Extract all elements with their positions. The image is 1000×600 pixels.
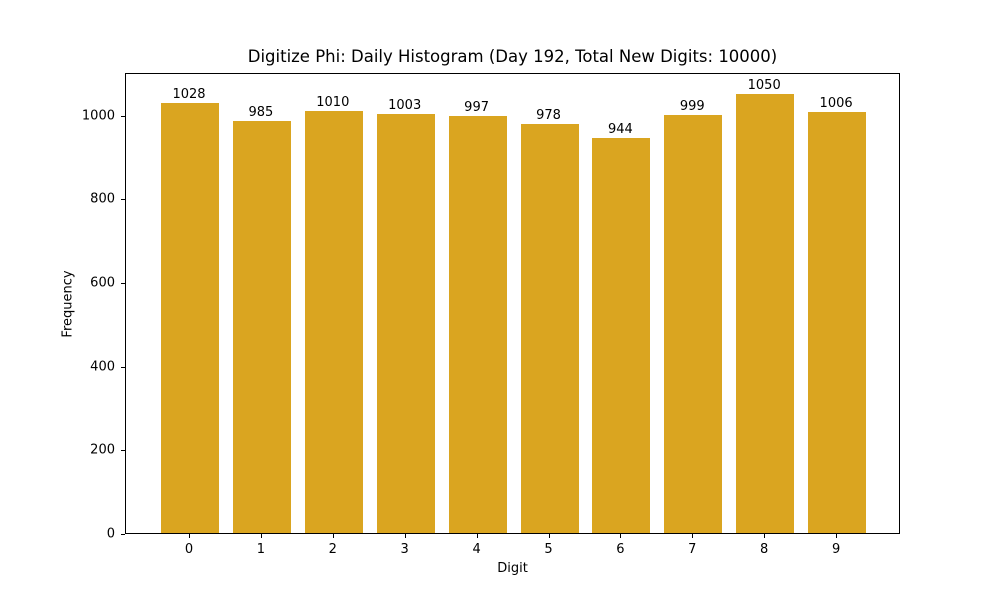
bar-digit-5 bbox=[520, 124, 579, 533]
plot-area bbox=[125, 73, 900, 534]
y-tick bbox=[121, 534, 125, 535]
x-tick-label: 5 bbox=[544, 542, 553, 557]
y-tick-label: 1000 bbox=[81, 108, 115, 124]
bar-value-label: 997 bbox=[464, 100, 489, 116]
x-tick bbox=[620, 534, 622, 538]
x-tick-label: 9 bbox=[831, 542, 841, 557]
x-tick-label: 4 bbox=[472, 542, 481, 557]
y-tick-label: 0 bbox=[106, 526, 115, 542]
y-tick bbox=[121, 283, 125, 285]
x-tick bbox=[692, 534, 694, 538]
bar-digit-1 bbox=[232, 121, 291, 533]
chart-title: Digitize Phi: Daily Histogram (Day 192, … bbox=[247, 47, 778, 66]
y-tick-label: 200 bbox=[90, 442, 115, 458]
bar-digit-3 bbox=[376, 113, 435, 533]
bar-digit-2 bbox=[304, 110, 363, 533]
bar-value-label: 1006 bbox=[819, 96, 853, 112]
x-tick-label: 3 bbox=[400, 542, 409, 557]
bar-digit-4 bbox=[448, 116, 507, 533]
y-tick bbox=[121, 199, 125, 201]
bar-value-label: 978 bbox=[536, 108, 561, 124]
bar-digit-9 bbox=[808, 112, 867, 533]
bar-value-label: 1028 bbox=[172, 87, 206, 103]
bar-value-label: 985 bbox=[248, 105, 274, 121]
x-tick bbox=[548, 534, 550, 538]
x-tick bbox=[332, 534, 334, 538]
bar-digit-0 bbox=[161, 103, 219, 533]
y-tick-label: 600 bbox=[90, 275, 115, 291]
y-tick-label: 800 bbox=[90, 191, 115, 207]
x-tick bbox=[260, 534, 262, 538]
y-tick bbox=[121, 115, 125, 117]
x-tick-label: 6 bbox=[616, 542, 625, 557]
bar-digit-8 bbox=[736, 93, 795, 533]
bar-value-label: 1003 bbox=[388, 97, 422, 113]
x-tick bbox=[189, 534, 190, 538]
x-tick-label: 8 bbox=[760, 542, 769, 557]
bar-value-label: 944 bbox=[607, 122, 633, 138]
y-tick-label: 400 bbox=[90, 359, 115, 375]
bar-value-label: 999 bbox=[679, 99, 705, 115]
bar-value-label: 1050 bbox=[747, 77, 781, 93]
x-axis-label: Digit bbox=[497, 561, 528, 576]
x-tick-label: 1 bbox=[256, 542, 266, 557]
x-tick bbox=[764, 534, 766, 538]
y-tick bbox=[121, 450, 125, 452]
x-tick bbox=[476, 534, 478, 538]
x-tick bbox=[404, 534, 406, 538]
x-tick-label: 2 bbox=[328, 542, 337, 557]
bar-value-label: 1010 bbox=[316, 94, 350, 110]
x-tick bbox=[836, 534, 838, 538]
x-tick-label: 0 bbox=[184, 542, 194, 557]
y-tick bbox=[121, 366, 125, 368]
bar-digit-6 bbox=[592, 138, 651, 533]
y-axis-label: Frequency bbox=[60, 270, 76, 338]
x-tick-label: 7 bbox=[688, 542, 697, 557]
bar-digit-7 bbox=[664, 115, 723, 533]
